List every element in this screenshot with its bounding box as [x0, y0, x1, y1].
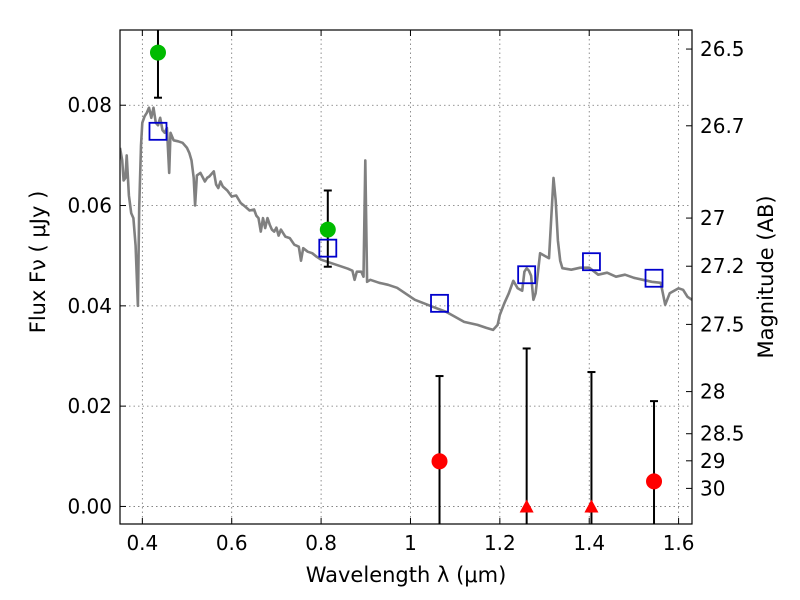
mag-tick-label: 27 — [700, 206, 725, 230]
y2-axis-title: Magnitude (AB) — [754, 195, 778, 358]
x-tick-label: 0.8 — [305, 531, 337, 555]
mag-tick-label: 26.7 — [700, 114, 745, 138]
upper-limit-marker — [584, 499, 599, 513]
mag-tick-label: 28.5 — [700, 422, 745, 446]
model-spectrum-line — [120, 106, 692, 332]
x-tick-label: 1.4 — [573, 531, 605, 555]
x-tick-label: 1.6 — [663, 531, 695, 555]
model-photometry-square — [148, 121, 168, 141]
y-tick-label: 0.04 — [67, 294, 112, 318]
model-photometry-square — [318, 238, 338, 258]
x-tick-label: 1 — [404, 531, 417, 555]
y-axis-title: Flux Fν ( μJy ) — [26, 191, 50, 334]
green-data-point — [319, 221, 336, 238]
red-data-point — [431, 453, 448, 470]
mag-tick-label: 29 — [700, 449, 725, 473]
mag-tick-label: 28 — [700, 380, 725, 404]
grid-lines — [120, 30, 692, 524]
x-tick-label: 0.4 — [126, 531, 158, 555]
x-tick-label: 0.6 — [216, 531, 248, 555]
y-tick-label: 0.02 — [67, 394, 112, 418]
model-photometry-square — [582, 252, 601, 272]
data-layer — [120, 30, 692, 524]
mag-tick-label: 27.5 — [700, 312, 745, 336]
model-photometry-square — [517, 265, 537, 285]
y-tick-label: 0.08 — [67, 93, 112, 117]
model-photometry-square — [644, 268, 664, 288]
model-photometry-square — [430, 293, 449, 313]
x-axis-title: Wavelength λ (μm) — [306, 563, 507, 587]
y-tick-label: 0.00 — [67, 494, 112, 518]
red-data-point — [646, 473, 663, 490]
axis-ticks: 0.4 0.6 0.8 1 1.2 1.4 1.6 0.00 0.02 0.04 0.06 0.08 2… — [67, 30, 745, 555]
mag-tick-label: 27.2 — [700, 254, 745, 278]
mag-tick-label: 30 — [700, 476, 725, 500]
mag-tick-label: 26.5 — [700, 37, 745, 61]
y-tick-label: 0.06 — [67, 194, 112, 218]
upper-limit-marker — [519, 499, 534, 513]
green-data-point — [149, 44, 166, 61]
plot-frame — [119, 29, 693, 525]
x-tick-label: 1.2 — [484, 531, 516, 555]
